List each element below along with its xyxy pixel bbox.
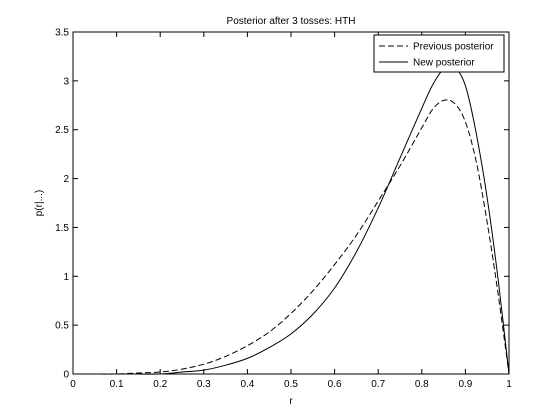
legend-box	[373, 34, 505, 73]
y-tick-label: 2	[63, 174, 69, 185]
series-line-previous-posterior	[72, 99, 510, 375]
x-tick-label: 0	[70, 379, 76, 390]
y-tick-label: 1.5	[55, 223, 69, 234]
y-tick-label: 2.5	[55, 125, 69, 136]
x-tick-label: 0.9	[458, 379, 472, 390]
x-tick-label: 0.5	[284, 379, 298, 390]
y-tick-label: 0	[63, 370, 69, 381]
chart-title: Posterior after 3 tosses: HTH	[227, 16, 356, 27]
x-tick-label: 0.1	[110, 379, 124, 390]
y-axis-label: p(r|...)	[34, 190, 45, 216]
x-tick-label: 0.8	[415, 379, 429, 390]
tick-layer: 0 0.1 0.2 0.3 0.4 0.5 0.6 0.7 0.8 0.9 1 0 0.5 1 1.5 2 2.…	[55, 28, 512, 391]
y-tick-label: 0.5	[55, 321, 69, 332]
series-layer	[72, 65, 510, 375]
x-tick-label: 0.3	[197, 379, 211, 390]
axes-box	[72, 31, 510, 375]
y-tick-label: 3.5	[55, 28, 69, 39]
series-line-new-posterior	[72, 65, 510, 375]
x-tick-label: 0.7	[371, 379, 385, 390]
legend: Previous posterior New posterior	[373, 34, 505, 73]
x-tick-label: 0.4	[240, 379, 254, 390]
x-tick-label: 1	[506, 379, 512, 390]
x-tick-label: 0.6	[328, 379, 342, 390]
x-tick-label: 0.2	[153, 379, 167, 390]
x-axis-label: r	[289, 396, 293, 407]
y-tick-label: 3	[63, 76, 69, 87]
y-tick-label: 1	[63, 272, 69, 283]
legend-label-previous-posterior: Previous posterior	[413, 42, 494, 53]
legend-label-new-posterior: New posterior	[413, 58, 475, 69]
